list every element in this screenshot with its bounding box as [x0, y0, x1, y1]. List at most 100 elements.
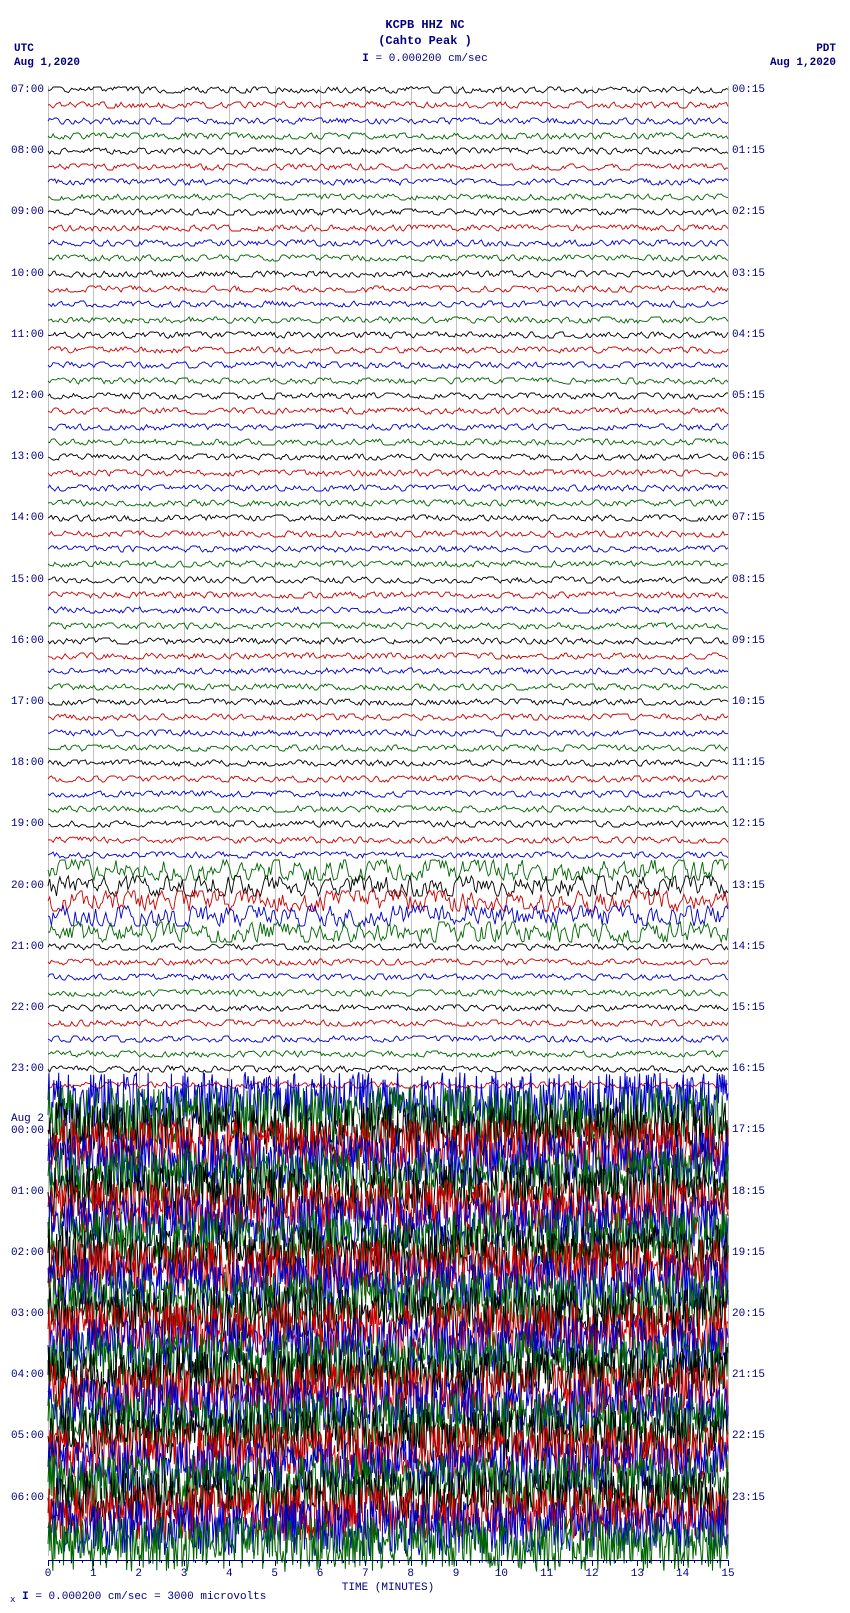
x-tick-label: 8 [407, 1568, 414, 1580]
trace-line [48, 774, 728, 784]
x-tick-label: 1 [90, 1568, 97, 1580]
pdt-time-label: 18:15 [732, 1186, 765, 1198]
pdt-time-label: 17:15 [732, 1124, 765, 1136]
pdt-time-label: 15:15 [732, 1002, 765, 1014]
trace-line [48, 590, 728, 600]
trace-line [48, 238, 728, 248]
x-tick-label: 7 [362, 1568, 369, 1580]
utc-time-label: 06:00 [11, 1492, 44, 1504]
footer-scale: x I = 0.000200 cm/sec = 3000 microvolts [10, 1591, 266, 1605]
right-date: Aug 1,2020 [770, 56, 836, 70]
trace-line [48, 162, 728, 172]
x-tick-label: 5 [271, 1568, 278, 1580]
pdt-time-label: 10:15 [732, 696, 765, 708]
trace-line [48, 360, 728, 370]
trace-line [48, 804, 728, 814]
pdt-time-label: 06:15 [732, 451, 765, 463]
header-left: UTC Aug 1,2020 [14, 42, 80, 71]
trace-line [48, 376, 728, 386]
trace-line [48, 942, 728, 952]
x-tick-label: 9 [453, 1568, 460, 1580]
utc-time-label: 07:00 [11, 84, 44, 96]
trace-line [48, 835, 728, 845]
trace-line [48, 330, 728, 340]
utc-time-label: 14:00 [11, 512, 44, 524]
utc-time-label: 13:00 [11, 451, 44, 463]
utc-time-label: 18:00 [11, 757, 44, 769]
trace-line [48, 284, 728, 294]
trace-line [48, 315, 728, 325]
pdt-time-label: 14:15 [732, 941, 765, 953]
trace-line [48, 743, 728, 753]
pdt-time-label: 21:15 [732, 1369, 765, 1381]
utc-time-label: 15:00 [11, 574, 44, 586]
utc-time-label: 05:00 [11, 1430, 44, 1442]
utc-time-label: 19:00 [11, 818, 44, 830]
trace-line [48, 651, 728, 661]
trace-line [48, 223, 728, 233]
utc-time-label: 12:00 [11, 390, 44, 402]
seismogram-plot: 07:0008:0009:0010:0011:0012:0013:0014:00… [48, 86, 728, 1556]
trace-line [48, 544, 728, 554]
x-tick-label: 11 [540, 1568, 553, 1580]
utc-time-label: 01:00 [11, 1186, 44, 1198]
pdt-time-label: 19:15 [732, 1247, 765, 1259]
utc-time-label: 02:00 [11, 1247, 44, 1259]
trace-line [48, 1018, 728, 1028]
pdt-time-label: 04:15 [732, 329, 765, 341]
trace-line [48, 575, 728, 585]
trace-line [48, 146, 728, 156]
trace-line [48, 116, 728, 126]
pdt-time-label: 05:15 [732, 390, 765, 402]
trace-line [48, 437, 728, 447]
trace-line [48, 789, 728, 799]
pdt-time-label: 08:15 [732, 574, 765, 586]
trace-line [48, 299, 728, 309]
x-tick-label: 13 [631, 1568, 644, 1580]
utc-time-label: 23:00 [11, 1063, 44, 1075]
utc-time-label: 08:00 [11, 145, 44, 157]
trace-line [48, 131, 728, 141]
trace-line [48, 712, 728, 722]
station-code: KCPB HHZ NC [0, 18, 850, 34]
trace-line [48, 269, 728, 279]
scale-text: = 0.000200 cm/sec [376, 53, 488, 65]
trace-line [48, 559, 728, 569]
x-axis-title: TIME (MINUTES) [342, 1582, 434, 1594]
right-timezone: PDT [770, 42, 836, 56]
trace-line [48, 513, 728, 523]
x-tick-label: 10 [495, 1568, 508, 1580]
header-right: PDT Aug 1,2020 [770, 42, 836, 71]
utc-time-label: 03:00 [11, 1308, 44, 1320]
scale-indicator: I = 0.000200 cm/sec [0, 53, 850, 65]
trace-line [48, 468, 728, 478]
utc-time-label: 16:00 [11, 635, 44, 647]
trace-line [48, 728, 728, 738]
trace-line [48, 1049, 728, 1059]
trace-line [48, 452, 728, 462]
x-tick-label: 4 [226, 1568, 233, 1580]
trace-line [48, 177, 728, 187]
trace-line [48, 100, 728, 110]
trace-line [48, 422, 728, 432]
utc-time-label: 10:00 [11, 268, 44, 280]
trace-line [48, 391, 728, 401]
trace-line [48, 988, 728, 998]
pdt-time-label: 01:15 [732, 145, 765, 157]
utc-time-label: 09:00 [11, 206, 44, 218]
x-tick-label: 2 [135, 1568, 142, 1580]
x-tick-label: 12 [585, 1568, 598, 1580]
trace-line [48, 758, 728, 768]
pdt-time-label: 03:15 [732, 268, 765, 280]
trace-line [48, 636, 728, 646]
left-timezone: UTC [14, 42, 80, 56]
pdt-time-label: 11:15 [732, 757, 765, 769]
footer-text: = 0.000200 cm/sec = 3000 microvolts [35, 1591, 266, 1603]
trace-line [48, 85, 728, 95]
pdt-time-label: 00:15 [732, 84, 765, 96]
pdt-time-label: 20:15 [732, 1308, 765, 1320]
trace-line [48, 819, 728, 829]
utc-time-label: 20:00 [11, 880, 44, 892]
left-date: Aug 1,2020 [14, 56, 80, 70]
x-tick-label: 6 [317, 1568, 324, 1580]
